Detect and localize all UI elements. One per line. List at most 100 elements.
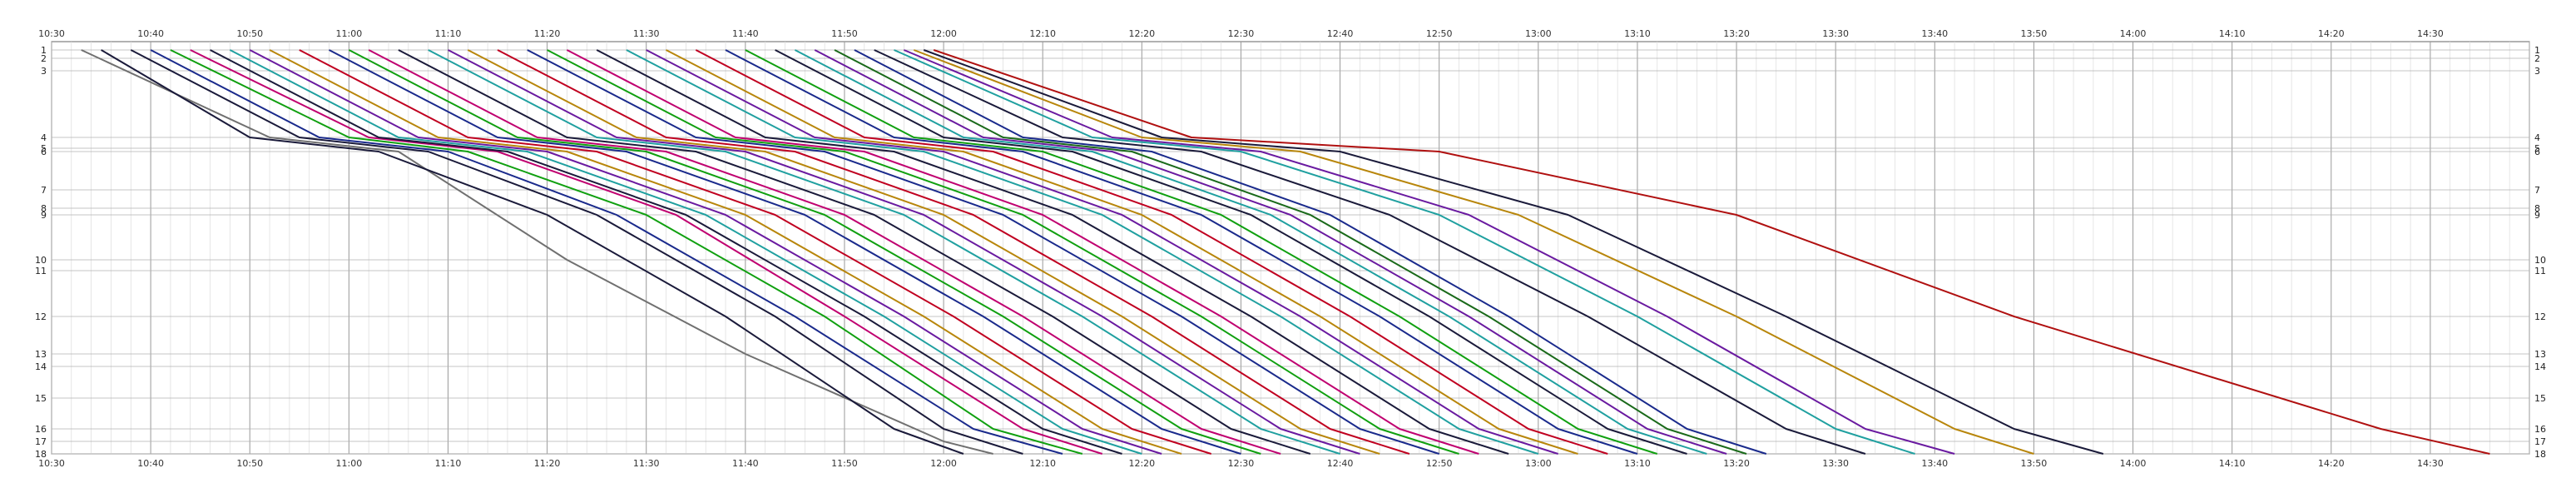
station-number-left: 8 [41, 203, 47, 214]
time-tick-label-bottom: 11:00 [336, 458, 363, 469]
train-line [190, 49, 1103, 455]
station-number-right: 9 [2534, 210, 2540, 221]
station-number-left: 6 [41, 147, 47, 157]
train-line [170, 49, 1083, 455]
station-number-left: 5 [41, 143, 47, 154]
time-tick-label-bottom: 11:30 [633, 458, 660, 469]
time-tick-label-top: 14:20 [2318, 28, 2345, 39]
time-tick-label-bottom: 10:50 [236, 458, 263, 469]
time-tick-label-top: 13:30 [1822, 28, 1849, 39]
time-tick-label-top: 14:30 [2417, 28, 2444, 39]
train-line [834, 49, 1747, 455]
station-number-left: 16 [35, 424, 47, 435]
time-tick-label-bottom: 11:40 [732, 458, 759, 469]
train-line [130, 49, 1023, 455]
train-line [874, 49, 1866, 455]
time-tick-label-top: 11:30 [633, 28, 660, 39]
series-layer [81, 49, 2490, 455]
station-number-right: 16 [2534, 424, 2546, 435]
station-number-right: 11 [2534, 266, 2546, 276]
time-tick-label-top: 13:50 [2021, 28, 2048, 39]
train-line [398, 49, 1311, 455]
train-line [150, 49, 1063, 455]
time-tick-label-top: 14:00 [2120, 28, 2147, 39]
train-line [626, 49, 1539, 455]
station-number-left: 11 [35, 266, 47, 276]
time-tick-label-top: 13:40 [1921, 28, 1948, 39]
train-line [745, 49, 1658, 455]
time-tick-label-top: 14:10 [2219, 28, 2246, 39]
train-line [497, 49, 1410, 455]
time-tick-label-top: 11:00 [336, 28, 363, 39]
station-number-right: 14 [2534, 361, 2546, 372]
station-number-right: 7 [2534, 185, 2540, 196]
station-number-left: 3 [41, 66, 47, 77]
station-number-right: 1 [2534, 45, 2540, 56]
train-line [794, 49, 1707, 455]
station-number-left: 1 [41, 45, 47, 56]
train-line [695, 49, 1608, 455]
time-tick-label-top: 13:00 [1525, 28, 1552, 39]
train-line [329, 49, 1241, 455]
time-tick-label-bottom: 13:10 [1624, 458, 1651, 469]
train-line [299, 49, 1212, 455]
station-number-right: 5 [2534, 143, 2540, 154]
station-number-right: 2 [2534, 53, 2540, 64]
train-line [725, 49, 1638, 455]
train-line [368, 49, 1281, 455]
station-number-right: 12 [2534, 311, 2546, 322]
time-tick-label-bottom: 14:30 [2417, 458, 2444, 469]
station-number-right: 6 [2534, 147, 2540, 157]
time-tick-label-bottom: 14:00 [2120, 458, 2147, 469]
time-tick-label-top: 12:50 [1426, 28, 1453, 39]
station-number-right: 13 [2534, 349, 2546, 360]
train-line [348, 49, 1261, 455]
time-tick-label-bottom: 14:20 [2318, 458, 2345, 469]
station-number-left: 4 [41, 132, 47, 143]
time-tick-label-bottom: 10:30 [38, 458, 65, 469]
time-tick-label-bottom: 13:20 [1723, 458, 1750, 469]
train-line [596, 49, 1509, 455]
time-tick-label-top: 11:20 [534, 28, 561, 39]
station-number-left: 18 [35, 449, 47, 460]
train-line [101, 49, 964, 455]
station-number-left: 2 [41, 53, 47, 64]
time-tick-label-bottom: 12:30 [1228, 458, 1255, 469]
train-line [904, 49, 1955, 455]
station-number-right: 4 [2534, 132, 2540, 143]
train-line [775, 49, 1687, 455]
train-line [646, 49, 1558, 455]
train-line [923, 49, 2104, 455]
time-tick-label-top: 10:50 [236, 28, 263, 39]
time-tick-label-top: 11:10 [435, 28, 462, 39]
time-tick-label-bottom: 11:10 [435, 458, 462, 469]
time-tick-label-bottom: 12:10 [1029, 458, 1056, 469]
station-number-left: 17 [35, 436, 47, 447]
time-tick-label-top: 12:20 [1128, 28, 1155, 39]
station-number-right: 18 [2534, 449, 2546, 460]
time-tick-label-bottom: 12:40 [1327, 458, 1354, 469]
train-line [81, 49, 993, 455]
train-line [854, 49, 1767, 455]
train-line [229, 49, 1142, 455]
station-number-right: 3 [2534, 66, 2540, 77]
station-number-left: 9 [41, 210, 47, 221]
train-line [269, 49, 1182, 455]
time-tick-label-top: 10:40 [137, 28, 164, 39]
station-number-left: 12 [35, 311, 47, 322]
time-tick-label-top: 10:30 [38, 28, 65, 39]
train-line [448, 49, 1360, 455]
time-tick-label-top: 11:50 [831, 28, 858, 39]
train-line [428, 49, 1340, 455]
station-number-left: 7 [41, 185, 47, 196]
station-number-right: 15 [2534, 393, 2546, 404]
time-tick-label-bottom: 11:50 [831, 458, 858, 469]
station-number-right: 10 [2534, 255, 2546, 266]
train-line [894, 49, 1915, 455]
time-tick-label-top: 12:40 [1327, 28, 1354, 39]
time-tick-label-bottom: 13:50 [2021, 458, 2048, 469]
